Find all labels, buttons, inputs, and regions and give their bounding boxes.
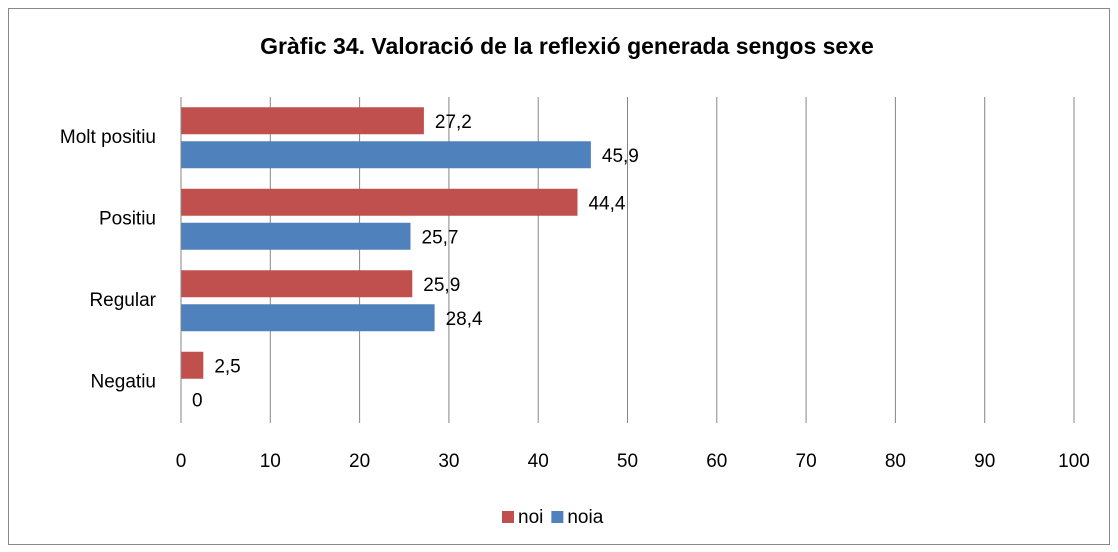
bar: [181, 304, 435, 332]
bar: [181, 351, 204, 379]
data-label: 0: [192, 390, 203, 411]
bar: [181, 270, 413, 298]
x-tick-label: 70: [796, 451, 817, 472]
x-tick-label: 20: [349, 451, 370, 472]
bar: [181, 141, 591, 169]
legend-swatch: [502, 511, 514, 523]
chart-border: [8, 8, 1110, 545]
data-label: 27,2: [435, 112, 472, 133]
chart-title: Gràfic 34. Valoració de la reflexió gene…: [260, 33, 874, 59]
bar: [181, 107, 424, 135]
y-tick-label: Negatiu: [91, 371, 157, 392]
x-tick-label: 80: [885, 451, 906, 472]
x-tick-label: 90: [974, 451, 995, 472]
bar: [181, 188, 578, 216]
data-label: 2,5: [214, 356, 240, 377]
data-label: 25,7: [422, 227, 459, 248]
data-label: 45,9: [602, 146, 639, 167]
x-tick-label: 10: [260, 451, 281, 472]
x-tick-label: 100: [1058, 451, 1090, 472]
y-tick-label: Regular: [89, 290, 156, 311]
bar: [181, 222, 411, 250]
legend-swatch: [551, 511, 564, 523]
x-tick-label: 50: [617, 451, 638, 472]
x-tick-label: 60: [706, 451, 727, 472]
data-label: 44,4: [588, 193, 625, 214]
legend-label: noia: [567, 507, 603, 528]
x-tick-label: 30: [438, 451, 459, 472]
y-tick-label: Positiu: [99, 208, 156, 229]
data-label: 28,4: [446, 309, 483, 330]
x-tick-label: 0: [176, 451, 187, 472]
data-label: 25,9: [423, 275, 460, 296]
x-tick-label: 40: [528, 451, 549, 472]
legend-label: noi: [518, 507, 543, 528]
y-tick-label: Molt positiu: [60, 127, 156, 148]
